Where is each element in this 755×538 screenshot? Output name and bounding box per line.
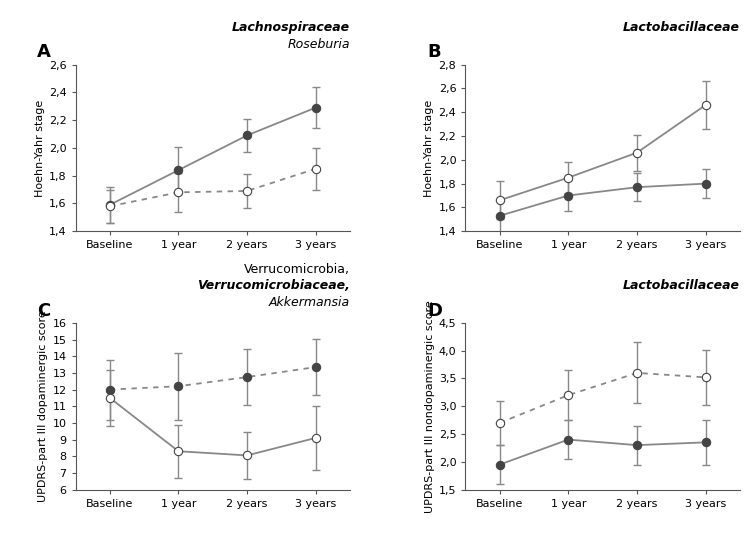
Text: C: C xyxy=(37,302,51,320)
Y-axis label: UPDRS-part III nondopaminergic score: UPDRS-part III nondopaminergic score xyxy=(424,300,435,513)
Text: D: D xyxy=(427,302,442,320)
Y-axis label: Hoehn-Yahr stage: Hoehn-Yahr stage xyxy=(424,100,434,196)
Text: Lactobacillaceae: Lactobacillaceae xyxy=(623,21,740,34)
Text: Lactobacillaceae: Lactobacillaceae xyxy=(623,279,740,292)
Y-axis label: UPDRS-part III dopaminergic score: UPDRS-part III dopaminergic score xyxy=(39,310,48,502)
Text: B: B xyxy=(427,43,441,61)
Text: Lachnospiraceae: Lachnospiraceae xyxy=(232,21,350,34)
Text: Verrucomicrobia,: Verrucomicrobia, xyxy=(244,263,350,275)
Text: Verrucomicrobiaceae,: Verrucomicrobiaceae, xyxy=(197,279,350,292)
Y-axis label: Hoehn-Yahr stage: Hoehn-Yahr stage xyxy=(35,100,45,196)
Text: Roseburia: Roseburia xyxy=(288,38,350,51)
Text: A: A xyxy=(37,43,51,61)
Text: Akkermansia: Akkermansia xyxy=(269,296,350,309)
